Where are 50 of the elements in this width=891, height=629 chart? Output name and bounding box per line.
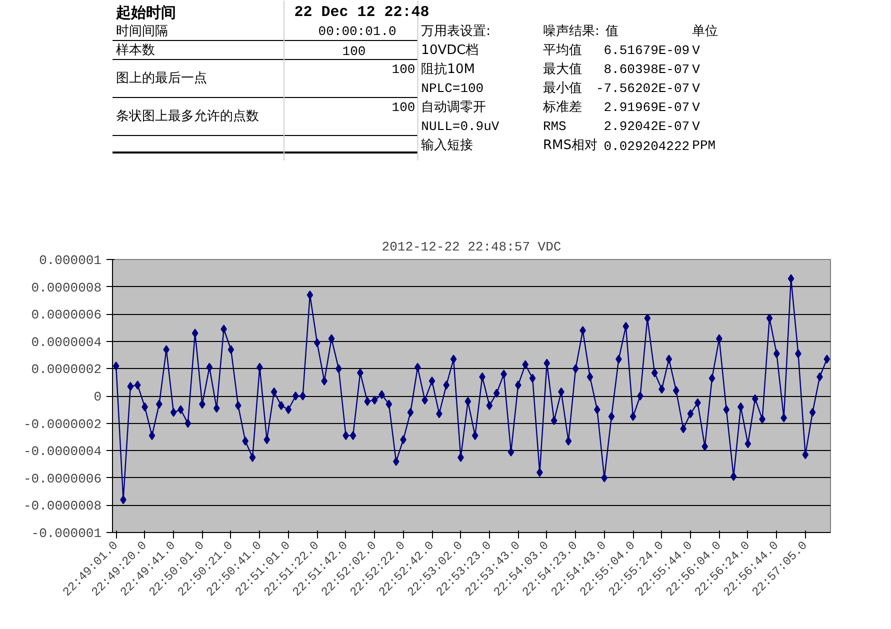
text: 阻抗10M	[421, 62, 475, 77]
text: 22 Dec 12 22:48	[294, 4, 430, 21]
text: V	[692, 81, 700, 96]
text: 6.51679E-09	[604, 43, 690, 58]
text: 100	[392, 62, 416, 77]
text: V	[692, 119, 700, 134]
text: 自动调零开	[421, 100, 486, 115]
text: 图上的最后一点	[116, 71, 207, 86]
text: 时间间隔	[116, 24, 168, 39]
y-tick-label: -0.0000006	[23, 471, 102, 486]
y-tick-label: 0.0000006	[31, 308, 102, 323]
y-tick-label: 0.0000008	[31, 280, 102, 296]
text: 单位	[692, 24, 718, 39]
y-tick-label: 0.0000002	[31, 362, 102, 378]
text: 输入短接	[421, 138, 474, 153]
text: NPLC=100	[421, 81, 484, 96]
y-tick-label: 0.0000004	[31, 334, 102, 350]
text: PPM	[692, 138, 716, 153]
text: V	[692, 100, 700, 115]
text: 起始时间	[114, 4, 176, 22]
text: 样本数	[116, 43, 155, 58]
text: 条状图上最多允许的点数	[116, 109, 259, 124]
y-tick-label: -0.0000004	[23, 444, 102, 460]
text: 值	[606, 24, 619, 39]
text: 100	[392, 100, 416, 115]
y-tick-label: 0	[94, 390, 102, 404]
text: 00:00:01.0	[318, 24, 396, 39]
text: 噪声结果:	[542, 24, 600, 39]
text: 2.91969E-07	[604, 100, 690, 115]
text: 100	[342, 44, 366, 59]
text: RMS相对	[542, 138, 598, 153]
text: 最大值	[542, 62, 582, 77]
text: 万用表设置:	[421, 24, 491, 39]
y-tick-label: -0.000001	[31, 526, 102, 541]
text: V	[692, 62, 700, 77]
y-tick-label: -0.0000002	[23, 416, 102, 432]
text: V	[692, 43, 700, 58]
text: 0.029204222	[604, 139, 690, 154]
text: 平均值	[542, 43, 582, 58]
text: -7.56202E-07	[596, 81, 690, 96]
y-tick-label: -0.0000008	[23, 498, 102, 514]
y-tick-label: 0.000001	[39, 253, 102, 268]
text: NULL=0.9uV	[421, 119, 500, 134]
text: 标准差	[542, 100, 582, 115]
text: RMS	[542, 119, 567, 134]
text: 10VDC档	[421, 43, 479, 58]
chart-title: 2012-12-22 22:48:57 VDC	[382, 240, 562, 254]
text: 最小值	[542, 81, 582, 96]
text: 8.60398E-07	[604, 62, 690, 77]
text: 2.92042E-07	[604, 119, 690, 134]
